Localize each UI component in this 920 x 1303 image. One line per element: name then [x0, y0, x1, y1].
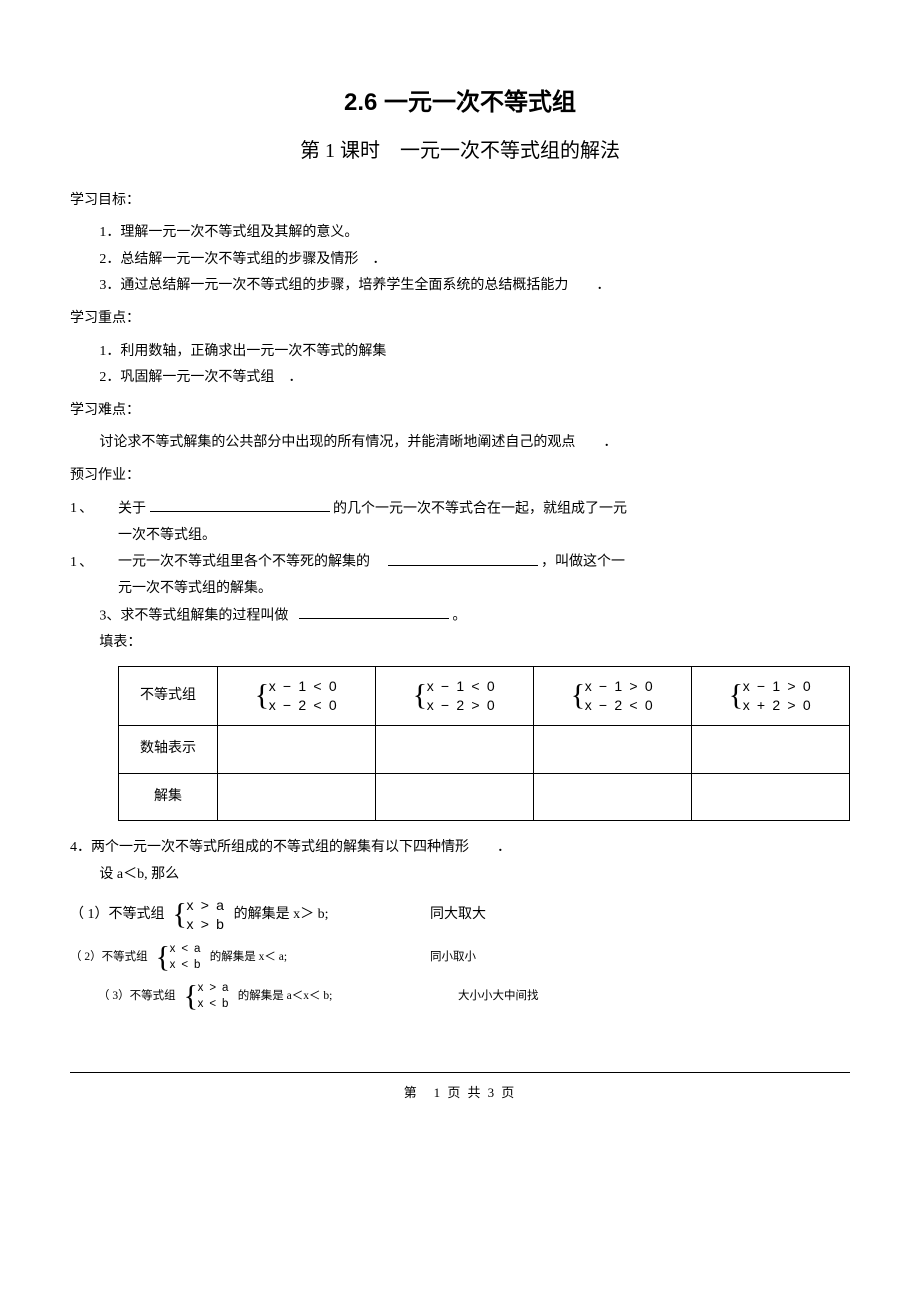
page-footer: 第 1 页 共 3 页	[70, 1081, 850, 1106]
case-lead: （ 1）不等式组	[70, 902, 165, 929]
table-cell: { x − 1 < 0 x − 2 < 0	[218, 667, 376, 726]
fill-table-label: 填表：	[70, 630, 850, 657]
q1-post: 的几个一元一次不等式合在一起，就组成了一元	[333, 501, 627, 516]
table-cell[interactable]	[692, 773, 850, 821]
q1-cont: 一次不等式组。	[70, 523, 850, 550]
q-number: 1、	[70, 496, 118, 523]
case-tail: 的解集是 x＜ a;	[210, 947, 287, 969]
goal-item: 1．理解一元一次不等式组及其解的意义。	[70, 220, 850, 247]
case-lead: （ 2）不等式组	[70, 947, 148, 969]
q3-pre: 3、求不等式组解集的过程叫做	[99, 608, 288, 623]
table-row: 解集	[119, 773, 850, 821]
section-prep-label: 预习作业：	[70, 463, 850, 490]
table-cell[interactable]	[534, 726, 692, 774]
table-cell: { x − 1 > 0 x − 2 < 0	[534, 667, 692, 726]
table-cell[interactable]	[534, 773, 692, 821]
q-number: 1、	[70, 550, 118, 577]
focus-item: 2．巩固解一元一次不等式组 ．	[70, 365, 850, 392]
question-2: 1、 一元一次不等式组里各个不等死的解集的 ，叫做这个一	[70, 549, 850, 576]
section-difficulty-label: 学习难点：	[70, 398, 850, 425]
table-cell[interactable]	[376, 773, 534, 821]
table-cell[interactable]	[218, 726, 376, 774]
page-title: 2.6 一元一次不等式组	[70, 80, 850, 126]
case-1: （ 1）不等式组 { x > a x > b 的解集是 x＞ b; 同大取大	[70, 896, 850, 934]
case-note: 大小小大中间找	[458, 986, 539, 1008]
case-note: 同小取小	[430, 947, 476, 969]
question-3: 3、求不等式组解集的过程叫做 。	[70, 603, 850, 630]
table-cell[interactable]	[692, 726, 850, 774]
q3-post: 。	[452, 608, 466, 623]
fill-blank[interactable]	[150, 496, 330, 512]
q4-intro: 4．两个一元一次不等式所组成的不等式组的解集有以下四种情形 ．	[70, 835, 850, 862]
case-lead: （ 3）不等式组	[98, 986, 176, 1008]
case-tail: 的解集是 x＞ b;	[234, 902, 329, 929]
row-label: 数轴表示	[119, 726, 218, 774]
table-row: 不等式组 { x − 1 < 0 x − 2 < 0 { x − 1 < 0 x…	[119, 667, 850, 726]
table-row: 数轴表示	[119, 726, 850, 774]
row-label: 不等式组	[119, 667, 218, 726]
q2-pre: 一元一次不等式组里各个不等死的解集的	[118, 555, 370, 570]
inequality-table: 不等式组 { x − 1 < 0 x − 2 < 0 { x − 1 < 0 x…	[118, 666, 850, 821]
goal-item: 3．通过总结解一元一次不等式组的步骤，培养学生全面系统的总结概括能力 ．	[70, 273, 850, 300]
section-goal-label: 学习目标：	[70, 188, 850, 215]
section-focus-label: 学习重点：	[70, 306, 850, 333]
q4-assume: 设 a＜b, 那么	[70, 862, 850, 889]
q2-cont: 元一次不等式组的解集。	[70, 576, 850, 603]
fill-blank[interactable]	[388, 549, 538, 565]
page-subtitle: 第 1 课时 一元一次不等式组的解法	[70, 132, 850, 170]
fill-blank[interactable]	[299, 603, 449, 619]
footer-rule	[70, 1072, 850, 1073]
table-cell: { x − 1 < 0 x − 2 > 0	[376, 667, 534, 726]
table-cell: { x − 1 > 0 x + 2 > 0	[692, 667, 850, 726]
table-cell[interactable]	[376, 726, 534, 774]
row-label: 解集	[119, 773, 218, 821]
case-3: （ 3）不等式组 { x > a x < b 的解集是 a＜x＜ b; 大小小大…	[70, 981, 850, 1012]
question-1: 1、 关于 的几个一元一次不等式合在一起，就组成了一元	[70, 496, 850, 523]
case-note: 同大取大	[430, 902, 486, 929]
focus-item: 1．利用数轴，正确求出一元一次不等式的解集	[70, 339, 850, 366]
q2-post: ，叫做这个一	[541, 555, 625, 570]
q1-pre: 关于	[118, 501, 146, 516]
goal-item: 2．总结解一元一次不等式组的步骤及情形 ．	[70, 247, 850, 274]
case-tail: 的解集是 a＜x＜ b;	[238, 986, 333, 1008]
table-cell[interactable]	[218, 773, 376, 821]
case-2: （ 2）不等式组 { x < a x < b 的解集是 x＜ a; 同小取小	[70, 942, 850, 973]
difficulty-text: 讨论求不等式解集的公共部分中出现的所有情况，并能清晰地阐述自己的观点 ．	[70, 430, 850, 457]
